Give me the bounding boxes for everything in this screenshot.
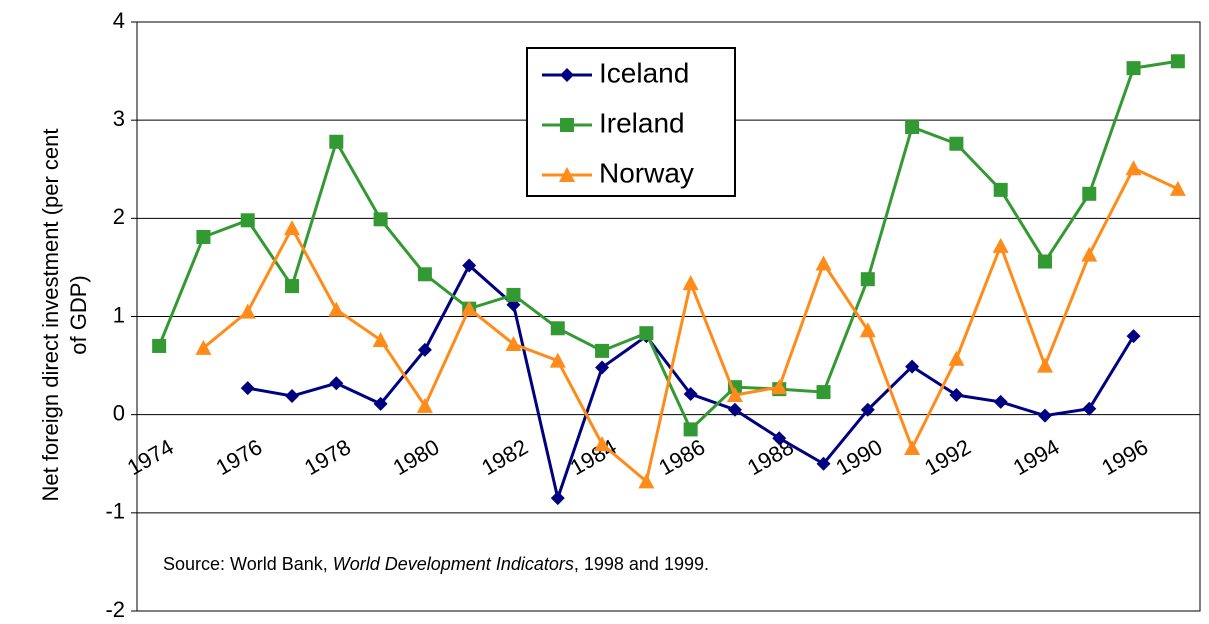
data-point (905, 359, 920, 374)
data-point (727, 402, 742, 417)
legend-marker (560, 68, 574, 82)
y-tick-label: 4 (113, 8, 125, 33)
data-point (638, 473, 655, 489)
y-tick-label: 1 (113, 302, 125, 327)
data-point (240, 213, 255, 228)
data-point (1126, 329, 1141, 344)
data-point (195, 339, 212, 355)
legend-label: Ireland (599, 107, 685, 138)
data-point (461, 300, 478, 316)
data-point (329, 134, 344, 149)
data-point (285, 279, 300, 294)
annotation: Source: World Bank, World Development In… (163, 554, 709, 574)
data-point (595, 343, 610, 358)
annotation-part: World Development Indicators (333, 554, 574, 574)
data-point (462, 258, 477, 273)
data-point (505, 335, 522, 351)
data-point (815, 255, 832, 271)
data-point (328, 301, 345, 317)
y-axis-label: Net foreign direct investment (per cent (38, 129, 63, 502)
data-point (550, 491, 565, 506)
x-tick-label: 1996 (1097, 434, 1152, 480)
x-tick-label: 1974 (123, 434, 178, 480)
x-tick-label: 1988 (743, 434, 798, 480)
data-point (373, 212, 388, 227)
x-tick-label: 1982 (477, 434, 532, 480)
data-point (1169, 180, 1186, 196)
data-point (992, 237, 1009, 253)
x-tick-label: 1984 (566, 434, 621, 480)
legend-marker (559, 167, 575, 182)
data-point (373, 396, 388, 411)
data-point (239, 303, 256, 319)
data-point (860, 402, 875, 417)
x-tick-label: 1976 (211, 434, 266, 480)
legend-marker (560, 118, 574, 132)
y-tick-label: 2 (113, 204, 125, 229)
data-point (417, 267, 432, 282)
x-tick-label: 1978 (300, 434, 355, 480)
data-point (859, 322, 876, 338)
data-point (639, 326, 654, 341)
data-point (771, 379, 788, 395)
legend-label: Iceland (599, 57, 689, 88)
data-point (860, 272, 875, 287)
data-point (904, 440, 921, 456)
data-point (285, 389, 300, 404)
y-tick-label: 3 (113, 106, 125, 131)
x-tick-label: 1994 (1009, 434, 1064, 480)
data-point (329, 376, 344, 391)
data-point (1081, 246, 1098, 262)
data-point (772, 431, 787, 446)
data-point (816, 456, 831, 471)
data-point (152, 338, 167, 353)
data-point (1170, 54, 1185, 69)
data-point (993, 394, 1008, 409)
data-point (816, 385, 831, 400)
data-point (949, 136, 964, 151)
data-point (284, 220, 301, 236)
x-tick-label: 1990 (832, 434, 887, 480)
data-point (682, 275, 699, 291)
annotation-part: , 1998 and 1999. (574, 554, 709, 574)
x-tick-label: 1980 (389, 434, 444, 480)
data-point (1036, 357, 1053, 373)
data-point (1037, 254, 1052, 269)
data-point (1082, 401, 1097, 416)
data-point (196, 229, 211, 244)
data-point (1125, 160, 1142, 176)
data-point (240, 381, 255, 396)
data-point (417, 342, 432, 357)
data-point (948, 350, 965, 366)
data-point (683, 387, 698, 402)
y-tick-label: -2 (105, 597, 125, 622)
data-point (595, 360, 610, 375)
data-point (905, 120, 920, 135)
data-point (949, 388, 964, 403)
legend-label: Norway (599, 157, 694, 188)
data-point (1082, 186, 1097, 201)
data-point (550, 321, 565, 336)
data-point (594, 436, 611, 452)
data-point (549, 352, 566, 368)
data-point (506, 287, 521, 302)
data-point (683, 422, 698, 437)
y-tick-label: -1 (105, 499, 125, 524)
y-axis-label: of GDP) (66, 275, 91, 354)
data-point (1126, 61, 1141, 76)
annotation-part: Source: World Bank, (163, 554, 333, 574)
x-tick-label: 1992 (920, 434, 975, 480)
x-tick-label: 1986 (654, 434, 709, 480)
data-point (993, 182, 1008, 197)
data-point (1037, 408, 1052, 423)
data-point (416, 397, 433, 413)
y-tick-label: 0 (113, 400, 125, 425)
data-point (372, 332, 389, 348)
data-point (726, 387, 743, 403)
